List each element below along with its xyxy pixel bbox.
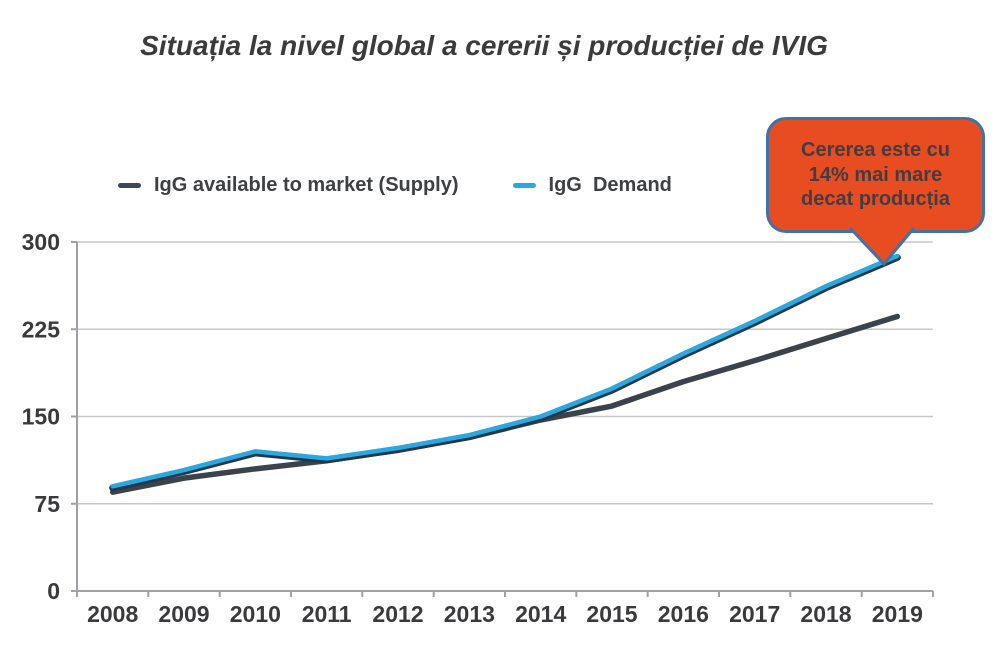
y-tick-label: 150 bbox=[22, 404, 60, 430]
legend-item-supply: IgG available to market (Supply) bbox=[118, 174, 459, 197]
callout-line-3: decat producția bbox=[801, 188, 950, 211]
callout-line-1: Cererea este cu bbox=[801, 139, 950, 162]
x-tick-label: 2019 bbox=[872, 601, 923, 627]
callout-bubble: Cererea este cu 14% mai mare decat produ… bbox=[766, 117, 985, 233]
x-tick-label: 2014 bbox=[515, 601, 566, 627]
demand-line-shadow bbox=[109, 253, 901, 492]
x-tick-label: 2017 bbox=[729, 601, 780, 627]
x-tick-label: 2011 bbox=[302, 601, 352, 627]
chart-title: Situația la nivel global a cererii și pr… bbox=[140, 30, 828, 61]
y-tick-label: 300 bbox=[22, 229, 60, 255]
supply-line-swatch bbox=[118, 183, 141, 188]
x-tick-label: 2008 bbox=[87, 601, 138, 627]
demand-line-swatch bbox=[512, 183, 536, 188]
y-tick-label: 225 bbox=[22, 316, 61, 342]
y-tick-label: 0 bbox=[47, 578, 60, 604]
legend-item-demand: IgG Demand bbox=[512, 174, 672, 197]
x-tick-label: 2015 bbox=[586, 601, 637, 627]
callout-line-2: 14% mai mare bbox=[808, 163, 943, 186]
x-tick-label: 2016 bbox=[658, 601, 709, 627]
x-tick-label: 2012 bbox=[372, 601, 423, 627]
x-tick-label: 2010 bbox=[230, 601, 281, 627]
demand-line bbox=[110, 253, 900, 489]
y-tick-label: 75 bbox=[34, 491, 60, 517]
legend-label-demand: IgG Demand bbox=[548, 174, 672, 196]
legend: IgG available to market (Supply) IgG Dem… bbox=[118, 174, 672, 197]
legend-label-supply: IgG available to market (Supply) bbox=[154, 174, 459, 196]
x-tick-label: 2009 bbox=[158, 601, 209, 627]
x-tick-label: 2013 bbox=[444, 601, 495, 627]
x-tick-label: 2018 bbox=[800, 601, 851, 627]
supply-line bbox=[109, 313, 901, 495]
